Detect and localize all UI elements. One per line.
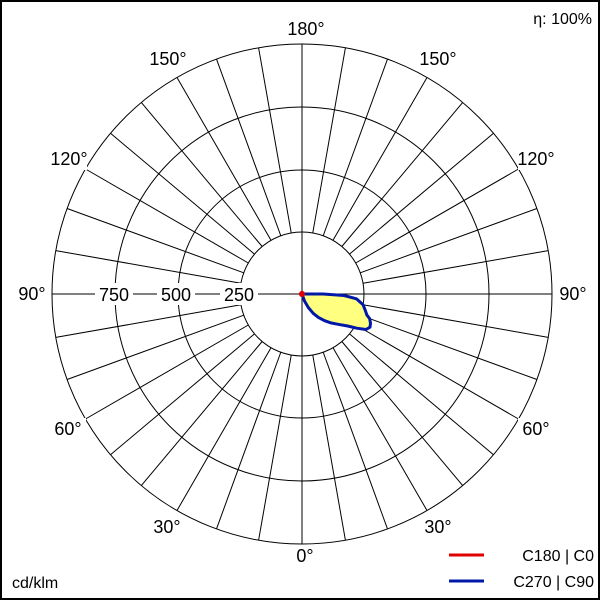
angle-label-right: 90° — [559, 284, 586, 304]
angle-bg-lower_right — [420, 516, 456, 538]
grid-spoke-110 — [360, 208, 538, 274]
angle-bg-mid_lower_left — [50, 418, 86, 440]
grid-spoke-120 — [355, 168, 519, 264]
angle-label-mid_upper_left: 120° — [50, 149, 87, 169]
grid-spoke-160 — [322, 58, 388, 236]
angle-bg-upper_right — [420, 48, 456, 70]
grid-spoke-70 — [360, 314, 538, 380]
angle-bg-upper_left — [150, 48, 186, 70]
intensity-curves — [299, 291, 372, 331]
radial-tick-bg-250 — [220, 283, 258, 305]
grid-spoke-150 — [332, 77, 428, 241]
angle-label-left: 90° — [18, 284, 45, 304]
angle-bg-right — [555, 283, 591, 305]
grid-spoke-80 — [362, 304, 549, 338]
grid-spoke-350 — [258, 354, 292, 541]
grid-spoke-230 — [110, 132, 255, 255]
angle-bg-bottom — [287, 545, 323, 567]
angle-label-mid_lower_left: 60° — [54, 419, 81, 439]
origin-marker — [299, 291, 305, 297]
grid-spoke-340 — [216, 352, 282, 530]
angle-label-top: 180° — [287, 19, 324, 39]
grid-spoke-290 — [66, 314, 244, 380]
grid-spoke-300 — [85, 324, 249, 420]
legend-label-1: C270 | C90 — [513, 574, 594, 591]
grid-spoke-200 — [216, 58, 282, 236]
unit-label: cd/klm — [12, 575, 58, 592]
angle-bg-mid_upper_right — [518, 148, 554, 170]
radial-tick-bg-750 — [95, 283, 133, 305]
grid-spoke-250 — [66, 208, 244, 274]
grid-spoke-10 — [312, 354, 346, 541]
grid-spoke-170 — [312, 47, 346, 234]
angle-bg-top — [288, 18, 324, 40]
grid-spoke-320 — [140, 341, 263, 486]
angle-label-mid_lower_right: 60° — [522, 419, 549, 439]
grid-spoke-20 — [322, 352, 388, 530]
grid-spoke-60 — [355, 324, 519, 420]
grid-spoke-240 — [85, 168, 249, 264]
grid-spoke-100 — [362, 250, 549, 284]
polar-grid — [51, 43, 553, 545]
grid-spoke-140 — [341, 102, 464, 247]
angle-bg-lower_left — [149, 516, 185, 538]
radial-tick-750: 750 — [99, 285, 129, 305]
grid-spoke-220 — [140, 102, 263, 247]
angle-bg-mid_upper_left — [51, 148, 87, 170]
efficiency-label: η: 100% — [533, 11, 592, 28]
grid-spoke-280 — [55, 304, 242, 338]
grid-spoke-260 — [55, 250, 242, 284]
grid-spoke-130 — [349, 132, 494, 255]
grid-spoke-40 — [341, 341, 464, 486]
radial-tick-250: 250 — [224, 285, 254, 305]
radial-tick-500: 500 — [161, 285, 191, 305]
angle-bg-mid_lower_right — [518, 418, 554, 440]
grid-spoke-330 — [176, 347, 272, 511]
angle-label-lower_left: 30° — [153, 517, 180, 537]
grid-spoke-30 — [332, 347, 428, 511]
angle-bg-left — [14, 283, 50, 305]
grid-spoke-310 — [110, 333, 255, 456]
radial-tick-bg-500 — [157, 283, 195, 305]
angle-label-upper_left: 150° — [149, 49, 186, 69]
chart-labels: 250 500 750 180° 150° 150° 120° 120° 90° 90° 60° 60… — [12, 11, 594, 592]
grid-spoke-210 — [176, 77, 272, 241]
series-1-curve — [300, 292, 372, 331]
legend-label-0: C180 | C0 — [522, 548, 594, 565]
grid-spoke-190 — [258, 47, 292, 234]
angle-label-upper_right: 150° — [419, 49, 456, 69]
angle-label-bottom: 0° — [296, 546, 313, 566]
grid-spoke-50 — [349, 333, 494, 456]
angle-label-mid_upper_right: 120° — [517, 149, 554, 169]
angle-label-lower_right: 30° — [424, 517, 451, 537]
